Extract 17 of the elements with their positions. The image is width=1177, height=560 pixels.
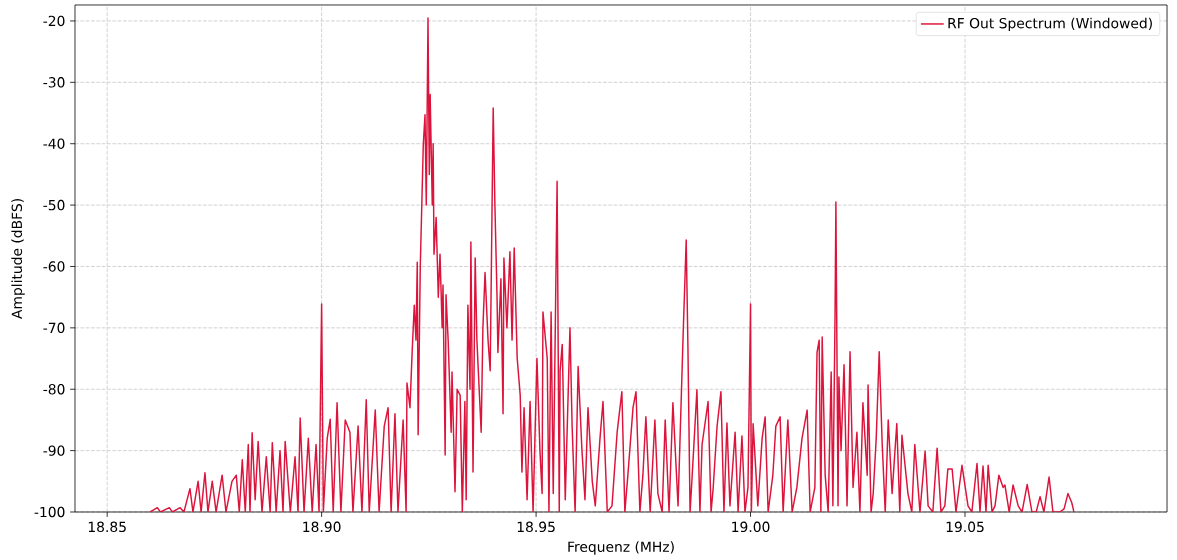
y-tick-label: -100 (34, 506, 65, 518)
x-tick-label: 18.95 (517, 521, 555, 533)
x-tick-label: 18.85 (88, 521, 126, 533)
y-tick-label: -20 (43, 15, 65, 27)
x-tick-label: 19.05 (946, 521, 984, 533)
x-tick-label: 19.00 (732, 521, 770, 533)
legend-label: RF Out Spectrum (Windowed) (948, 17, 1152, 32)
y-tick-label: -60 (43, 261, 65, 272)
y-tick-label: -30 (43, 77, 65, 88)
y-tick-label: -90 (43, 445, 65, 456)
y-tick-label: -50 (43, 199, 65, 211)
y-tick-label: -40 (43, 138, 65, 149)
y-axis-title: Amplitude (dBFS) (11, 199, 25, 319)
y-tick-label: -70 (43, 322, 65, 334)
x-tick-label: 18.90 (303, 521, 341, 533)
y-tick-label: -80 (43, 383, 65, 395)
x-axis-title: Frequenz (MHz) (568, 541, 674, 555)
